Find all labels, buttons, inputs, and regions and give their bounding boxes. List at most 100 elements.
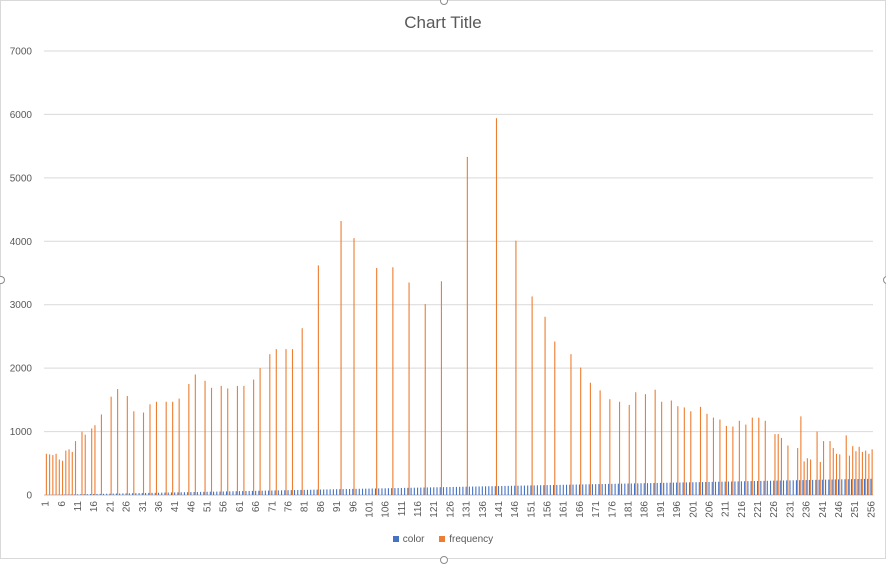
x-tick-label: 1	[41, 501, 52, 507]
bar-frequency	[49, 454, 50, 495]
bar-color	[291, 490, 292, 495]
bar-color	[323, 489, 324, 495]
bar-color	[229, 491, 230, 495]
bar-frequency	[243, 386, 244, 495]
bar-color	[304, 490, 305, 495]
bar-frequency	[726, 426, 727, 495]
bar-color	[572, 485, 573, 495]
x-tick-label: 221	[753, 501, 764, 518]
bar-color	[634, 483, 635, 495]
x-tick-label: 181	[624, 501, 635, 518]
legend-item-color[interactable]: color	[393, 534, 425, 545]
bar-color	[809, 480, 810, 495]
x-tick-label: 231	[785, 501, 796, 518]
bar-color	[440, 487, 441, 495]
bar-color	[135, 493, 136, 495]
bar-frequency	[467, 157, 468, 495]
bar-color	[262, 491, 263, 495]
bar-color	[644, 483, 645, 495]
bar-color	[521, 486, 522, 495]
x-tick-label: 106	[381, 501, 392, 518]
bar-color	[822, 480, 823, 495]
bar-color	[602, 484, 603, 495]
bar-color	[556, 485, 557, 495]
bar-color	[284, 490, 285, 495]
bar-frequency	[392, 267, 393, 495]
bar-color	[375, 488, 376, 495]
bar-color	[151, 493, 152, 495]
bar-frequency	[532, 296, 533, 495]
bar-color	[407, 488, 408, 495]
bar-frequency	[554, 342, 555, 495]
bar-frequency	[85, 435, 86, 495]
bar-frequency	[833, 448, 834, 495]
bar-color	[469, 487, 470, 495]
bar-frequency	[629, 405, 630, 495]
bar-color	[184, 492, 185, 495]
bar-color	[780, 481, 781, 495]
bar-color	[103, 494, 104, 495]
x-tick-label: 171	[591, 501, 602, 518]
legend-swatch-color	[393, 536, 399, 542]
bar-color	[579, 484, 580, 495]
bar-color	[278, 490, 279, 495]
bar-color	[844, 479, 845, 495]
bar-frequency	[81, 432, 82, 495]
bar-color	[317, 490, 318, 495]
bar-color	[631, 483, 632, 495]
bar-frequency	[441, 281, 442, 495]
bar-color	[569, 485, 570, 495]
bar-color	[718, 482, 719, 495]
x-tick-label: 236	[802, 501, 813, 518]
bar-color	[670, 483, 671, 495]
bar-frequency	[149, 404, 150, 495]
bar-frequency	[221, 386, 222, 495]
bar-frequency	[570, 354, 571, 495]
bar-frequency	[111, 397, 112, 495]
bar-color	[417, 488, 418, 495]
legend-item-frequency[interactable]: frequency	[439, 534, 493, 545]
bar-color	[828, 480, 829, 495]
bar-frequency	[75, 441, 76, 495]
bar-color	[770, 481, 771, 495]
bar-color	[657, 483, 658, 495]
bar-frequency	[823, 441, 824, 495]
bar-color	[825, 480, 826, 495]
bar-frequency	[635, 392, 636, 495]
bar-frequency	[376, 268, 377, 495]
bar-color	[747, 481, 748, 495]
x-tick-label: 166	[575, 501, 586, 518]
bar-frequency	[677, 406, 678, 495]
bar-color	[226, 491, 227, 495]
bar-color	[537, 485, 538, 495]
bar-color	[142, 493, 143, 495]
x-tick-label: 76	[283, 501, 294, 513]
bar-color	[96, 494, 97, 495]
x-tick-label: 251	[850, 501, 861, 518]
bar-color	[100, 494, 101, 495]
bar-color	[592, 484, 593, 495]
bar-frequency	[172, 402, 173, 495]
bar-color	[835, 479, 836, 495]
bar-frequency	[496, 118, 497, 495]
bar-color	[692, 482, 693, 495]
bar-frequency	[62, 461, 63, 495]
y-tick-label: 6000	[10, 110, 33, 121]
bar-color	[300, 490, 301, 495]
x-tick-label: 121	[429, 501, 440, 518]
x-tick-label: 81	[300, 501, 311, 513]
bar-color	[333, 489, 334, 495]
bar-color	[776, 481, 777, 495]
bar-color	[751, 481, 752, 495]
x-tick-label: 131	[462, 501, 473, 518]
legend[interactable]: color frequency	[1, 534, 885, 545]
bar-frequency	[600, 390, 601, 495]
x-tick-label: 146	[510, 501, 521, 518]
bar-frequency	[797, 448, 798, 495]
bar-color	[799, 480, 800, 495]
bar-color	[381, 488, 382, 495]
bar-frequency	[166, 402, 167, 495]
bar-color	[628, 484, 629, 495]
